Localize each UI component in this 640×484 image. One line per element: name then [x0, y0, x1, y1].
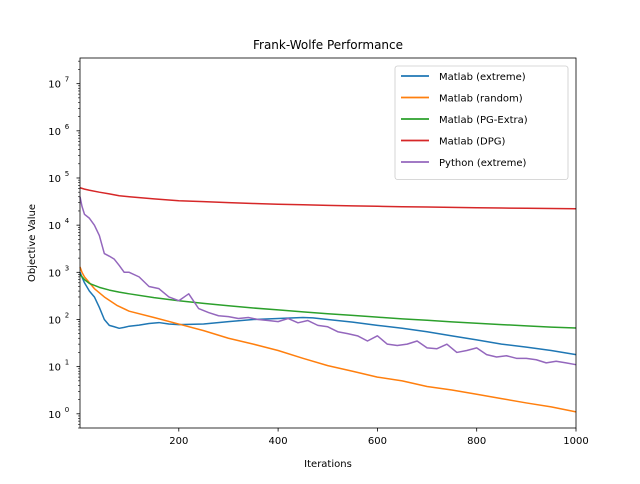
y-tick-exponent: 0	[65, 406, 69, 414]
plot-frame	[79, 57, 577, 429]
y-tick-exponent: 5	[65, 170, 69, 178]
series-line-matlab-extreme	[79, 272, 577, 356]
y-tick-label: 10	[48, 315, 61, 326]
x-tick-label: 200	[169, 436, 188, 447]
y-axis-label: Objective Value	[27, 204, 38, 282]
y-tick-exponent: 7	[65, 76, 69, 84]
y-tick-label: 10	[48, 221, 61, 232]
y-tick-label: 10	[48, 410, 61, 421]
series-line-matlab-random	[79, 266, 577, 413]
legend-box	[394, 65, 569, 180]
legend-label: Matlab (random)	[439, 94, 523, 105]
y-tick-label: 10	[48, 127, 61, 138]
legend-label: Matlab (DPG)	[439, 137, 505, 148]
y-tick-exponent: 1	[65, 359, 69, 367]
y-tick-exponent: 4	[65, 217, 70, 225]
series-line-python-extreme	[79, 196, 577, 366]
y-tick-exponent: 2	[65, 311, 69, 319]
legend: Matlab (extreme) Matlab (random) Matlab (P…	[394, 65, 569, 180]
x-tick-label: 400	[269, 436, 288, 447]
chart-title: Frank-Wolfe Performance	[253, 38, 403, 52]
y-tick-label: 10	[48, 80, 61, 91]
series-line-matlab-dpg	[79, 187, 577, 210]
x-axis-label: Iterations	[304, 459, 352, 470]
y-tick-label: 10	[48, 174, 61, 185]
x-tick-label: 1000	[563, 436, 588, 447]
y-tick-label: 10	[48, 268, 61, 279]
x-axis: 200 400 600 800 1000	[169, 428, 589, 447]
y-tick-label: 10	[48, 363, 61, 374]
legend-label: Python (extreme)	[439, 158, 526, 169]
y-tick-exponent: 6	[65, 123, 70, 131]
series-layer	[79, 187, 577, 413]
y-axis: 10 0 10 1 10 2 10 3 10 4 10 5 10 6 10 7	[48, 60, 80, 429]
legend-label: Matlab (PG-Extra)	[439, 115, 528, 126]
legend-label: Matlab (extreme)	[439, 72, 526, 83]
series-line-matlab-pg-extra	[79, 273, 577, 329]
y-tick-exponent: 3	[65, 264, 69, 272]
x-tick-label: 600	[368, 436, 387, 447]
x-tick-label: 800	[467, 436, 486, 447]
